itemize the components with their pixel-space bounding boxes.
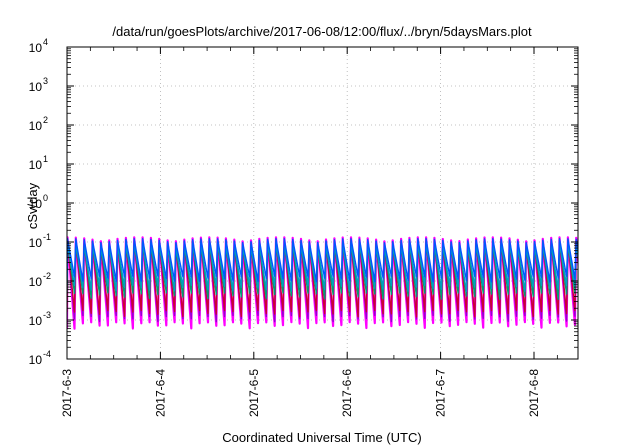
y-tick-exponent: 1	[43, 154, 48, 164]
chart-title: /data/run/goesPlots/archive/2017-06-08/1…	[112, 24, 532, 39]
y-tick-label: 10	[29, 314, 43, 328]
series-line	[67, 238, 578, 283]
data-series	[67, 236, 578, 330]
plot-frame	[66, 46, 579, 360]
y-tick-exponent: -2	[43, 271, 51, 281]
y-tick-label: 10	[29, 119, 43, 133]
y-tick-label: 10	[29, 41, 43, 55]
x-axis-label: Coordinated Universal Time (UTC)	[222, 430, 421, 445]
y-tick-exponent: 3	[43, 76, 48, 86]
x-tick-label: 2017-6-6	[340, 369, 354, 417]
y-tick-label: 10	[29, 158, 43, 172]
y-tick-label: 10	[29, 236, 43, 250]
y-tick-label: 10	[29, 353, 43, 367]
y-tick-exponent: -4	[43, 349, 51, 359]
y-tick-exponent: -1	[43, 232, 51, 242]
x-tick-label: 2017-6-8	[527, 369, 541, 417]
x-tick-label: 2017-6-7	[434, 369, 448, 417]
y-tick-label: 10	[29, 275, 43, 289]
y-tick-exponent: 4	[43, 37, 48, 47]
x-tick-label: 2017-6-3	[60, 369, 74, 417]
x-tick-label: 2017-6-5	[247, 369, 261, 417]
y-tick-exponent: 0	[43, 193, 48, 203]
y-tick-label: 10	[29, 80, 43, 94]
grid	[67, 47, 578, 359]
y-tick-exponent: -3	[43, 310, 51, 320]
y-tick-exponent: 2	[43, 115, 48, 125]
y-tick-label: 10	[29, 197, 43, 211]
series-line	[67, 239, 578, 318]
series-line	[67, 236, 578, 330]
x-tick-label: 2017-6-4	[153, 369, 167, 417]
y-axis-label: cSv/day	[25, 182, 40, 229]
